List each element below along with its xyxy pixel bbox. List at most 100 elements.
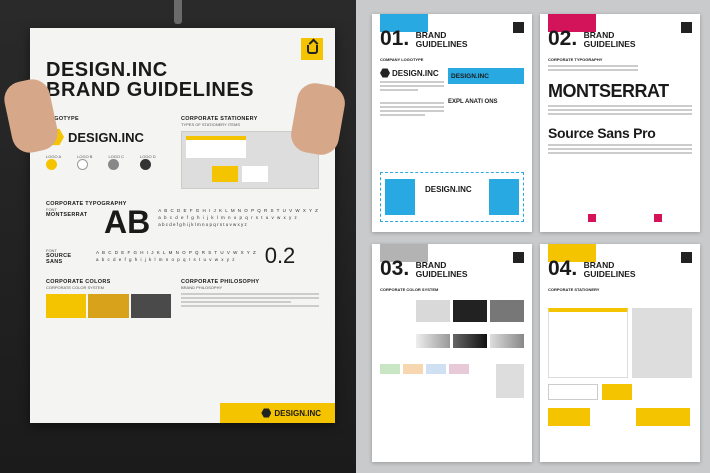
swatch-dark-yellow xyxy=(88,294,129,318)
page-title-line1: BRAND xyxy=(415,30,447,40)
colors-heading: CORPORATE COLORS xyxy=(46,279,111,285)
swatch-yellow xyxy=(46,294,87,318)
logo-sample: DESIGN.INC xyxy=(380,68,444,78)
logo-grid-text: DESIGN.INC xyxy=(425,185,472,194)
page-title-line1: BRAND xyxy=(415,260,447,270)
logo-sample-text: DESIGN.INC xyxy=(392,68,439,78)
colors-section: CORPORATE COLORS CORPORATE COLOR SYSTEM xyxy=(46,277,171,318)
stationery-sub: TYPES OF STATIONERY ITEMS xyxy=(181,122,241,127)
page-02: 02. BRAND GUIDELINES CORPORATE TYPOGRAPHY… xyxy=(540,14,700,232)
page-title-line2: GUIDELINES xyxy=(415,39,468,49)
poster-brand-logo: DESIGN.INC xyxy=(46,128,171,146)
page-title-line1: BRAND xyxy=(583,260,615,270)
page-section: CORPORATE STATIONERY xyxy=(548,287,600,292)
explanations-label: EXPL ANATI ONS xyxy=(448,99,498,105)
font2-label: FONT xyxy=(46,247,57,253)
logo-sample-blue: DESIGN.INC xyxy=(448,68,524,84)
footer-logo-icon xyxy=(261,408,272,418)
page-tab xyxy=(548,14,596,32)
logo-variant-label: LOGO B xyxy=(77,154,93,159)
corner-logo-icon xyxy=(513,22,524,33)
page-section: COMPANY LOGOTYPE xyxy=(380,57,424,62)
page-title: BRAND GUIDELINES xyxy=(584,261,636,279)
page-number: 03. xyxy=(380,257,410,280)
philosophy-text-lines xyxy=(181,293,319,307)
logo-variant-white-icon xyxy=(77,159,89,170)
font-specimen-source-sans: Source Sans Pro xyxy=(548,125,656,141)
card-front xyxy=(548,384,598,400)
poster-title-line1: DESIGN.INC xyxy=(46,59,168,81)
typography-heading: CORPORATE TYPOGRAPHY xyxy=(46,201,127,207)
corner-logo-icon xyxy=(681,22,692,33)
page-title: BRAND GUIDELINES xyxy=(584,31,636,49)
logo-variant-label: LOGO D xyxy=(140,154,156,159)
envelope-mockup xyxy=(632,308,692,378)
main-poster: DESIGN.INC BRAND GUIDELINES LOGOTYPE DES… xyxy=(30,28,335,423)
page-tab xyxy=(380,14,428,32)
typography-section: CORPORATE TYPOGRAPHY FONT MONTSERRAT AB … xyxy=(46,201,319,269)
page-title: BRAND GUIDELINES xyxy=(416,31,468,49)
footer-brand: DESIGN.INC xyxy=(274,408,321,418)
page-title-line2: GUIDELINES xyxy=(583,39,636,49)
alphabet-upper: A B C D E F G H I J K L M N O P Q R S T … xyxy=(158,208,319,213)
swatch-dark xyxy=(130,294,171,318)
letterhead-mockup xyxy=(548,308,628,378)
logotype-section: LOGOTYPE DESIGN.INC LOGO A LOGO B LOGO C… xyxy=(46,114,171,189)
page-title-line2: GUIDELINES xyxy=(583,269,636,279)
logo-variant-dark-icon xyxy=(140,159,152,170)
page-footer xyxy=(548,214,692,224)
page-title-line2: GUIDELINES xyxy=(415,269,468,279)
page-section: CORPORATE TYPOGRAPHY xyxy=(548,57,603,62)
ab-specimen: AB xyxy=(104,204,151,240)
alphabet-lower-2: a b c d e f g h i j k l m n o p q r s t … xyxy=(158,222,247,227)
page-tab xyxy=(380,244,428,262)
font2-name: SOURCE SANS xyxy=(46,252,72,265)
corner-logo-icon xyxy=(513,252,524,263)
philosophy-heading: CORPORATE PHILOSOPHY xyxy=(181,279,260,285)
font1-name: MONTSERRAT xyxy=(46,212,88,218)
corner-logo-icon xyxy=(681,252,692,263)
color-swatch-gray xyxy=(490,300,524,322)
stationery-heading: CORPORATE STATIONERY xyxy=(181,116,258,122)
poster-footer: DESIGN.INC xyxy=(30,403,335,423)
philosophy-sub: BRAND PHILOSOPHY xyxy=(181,285,223,290)
page-number: 02. xyxy=(548,27,578,50)
logo-icon xyxy=(380,68,390,78)
logo-variants: LOGO A LOGO B LOGO C LOGO D xyxy=(46,154,171,170)
stationery-yellow-block xyxy=(548,408,590,426)
page-title-line1: BRAND xyxy=(583,30,615,40)
logo-variant-gray-icon xyxy=(108,159,120,170)
alphabet-lower: a b c d e f g h i j k l m n o p q r s t … xyxy=(158,215,298,220)
poster-logo-badge xyxy=(301,38,323,60)
logo-sample-blue-text: DESIGN.INC xyxy=(451,72,489,80)
page-number: 01. xyxy=(380,27,410,50)
logo-variant-label: LOGO A xyxy=(46,154,62,159)
page-01: 01. BRAND GUIDELINES COMPANY LOGOTYPE DES… xyxy=(372,14,532,232)
logo-variant-yellow-icon xyxy=(46,159,57,170)
page-03: 03. BRAND GUIDELINES CORPORATE COLOR SYST… xyxy=(372,244,532,462)
font1-label: FONT xyxy=(46,207,57,212)
color-swatch-black xyxy=(453,300,487,322)
philosophy-section: CORPORATE PHILOSOPHY BRAND PHILOSOPHY xyxy=(181,277,319,318)
font-specimen-montserrat: MONTSERRAT xyxy=(548,81,669,101)
page-04: 04. BRAND GUIDELINES CORPORATE STATIONERY xyxy=(540,244,700,462)
poster-brand-name: DESIGN.INC xyxy=(68,129,144,145)
alphabet-lower-3: a b c d e f g h i j k l m n o p q r s t … xyxy=(96,257,236,262)
logo-grid-area: DESIGN.INC xyxy=(380,172,524,222)
colors-sub: CORPORATE COLOR SYSTEM xyxy=(46,285,104,290)
logotype-heading: LOGOTYPE xyxy=(46,116,79,122)
zipper xyxy=(174,0,182,24)
stationery-footer-block xyxy=(636,408,690,426)
page-tab xyxy=(548,244,596,262)
alphabet-upper-2: A B C D E F G H I J K L M N O P Q R S T … xyxy=(96,250,257,255)
card-back xyxy=(602,384,632,400)
logo-variant-label: LOGO C xyxy=(108,154,125,159)
poster-photo: DESIGN.INC BRAND GUIDELINES LOGOTYPE DES… xyxy=(0,0,356,473)
page-section: CORPORATE COLOR SYSTEM xyxy=(380,287,439,292)
crown-icon xyxy=(306,44,318,54)
page-title: BRAND GUIDELINES xyxy=(416,261,468,279)
page-number: 04. xyxy=(548,257,578,280)
poster-title-line2: BRAND GUIDELINES xyxy=(46,79,255,101)
version-number: 0.2 xyxy=(264,243,296,268)
color-swatch-light xyxy=(416,300,450,322)
